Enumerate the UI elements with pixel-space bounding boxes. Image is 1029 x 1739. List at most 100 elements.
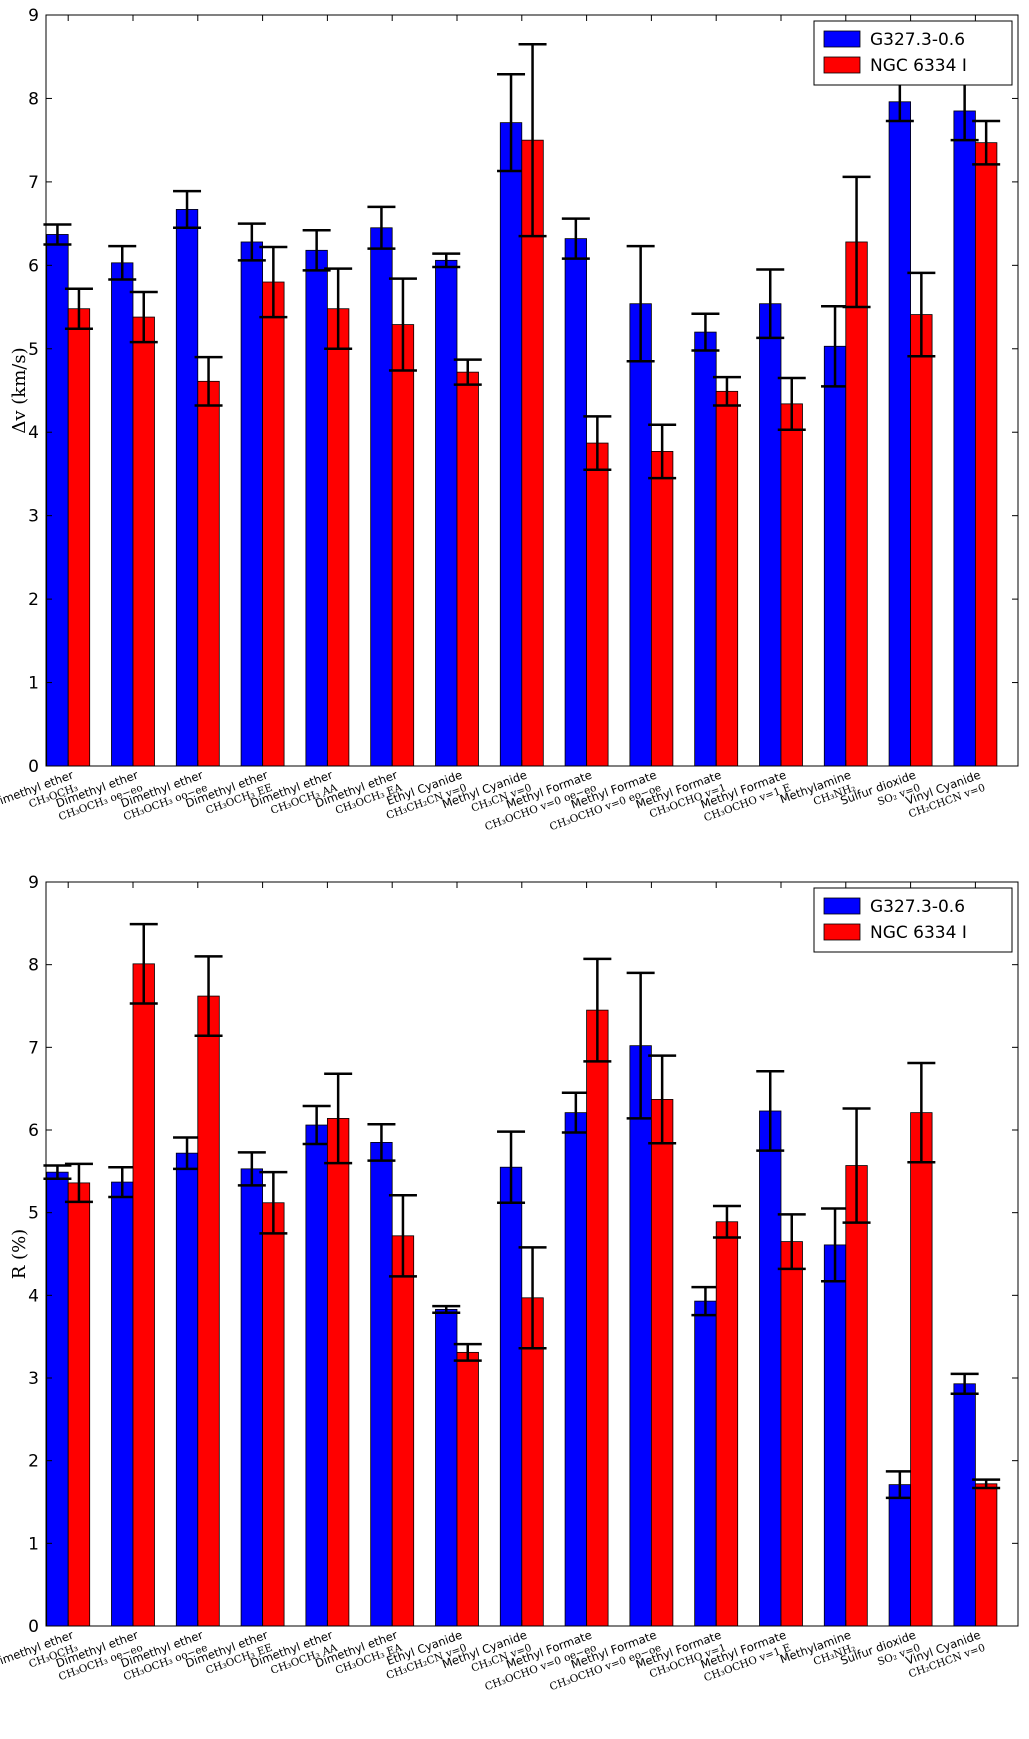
bar-ngc6334i-6 xyxy=(456,371,479,767)
bar-ngc6334i-12 xyxy=(845,1165,868,1627)
y-tick-label: 9 xyxy=(28,6,39,26)
errorbar-ngc6334i-9 xyxy=(648,1054,677,1145)
bar-ngc6334i-2 xyxy=(197,380,220,767)
bar-g327-8 xyxy=(564,238,587,767)
plot-frame xyxy=(45,14,1019,767)
legend-label: G327.3-0.6 xyxy=(870,30,965,50)
y-tick-label: 7 xyxy=(28,1038,39,1058)
errorbar-g327-5 xyxy=(367,205,396,250)
errorbar-ngc6334i-12 xyxy=(842,1107,871,1224)
errorbar-g327-3 xyxy=(237,222,266,262)
errorbar-g327-4 xyxy=(302,1104,331,1146)
bar-ngc6334i-12 xyxy=(845,241,868,767)
bar-g327-0 xyxy=(46,234,69,767)
y-tick-label: 5 xyxy=(28,340,39,360)
bar-g327-7 xyxy=(499,122,523,767)
errorbar-ngc6334i-4 xyxy=(324,1072,353,1165)
bar-g327-7 xyxy=(499,1166,523,1627)
errorbar-g327-9 xyxy=(626,971,655,1120)
errorbar-g327-2 xyxy=(173,189,202,230)
bar-ngc6334i-3 xyxy=(262,281,285,767)
bar-g327-13 xyxy=(888,101,911,767)
errorbar-ngc6334i-4 xyxy=(324,267,353,351)
y-tick-label: 7 xyxy=(28,173,39,193)
bar-ngc6334i-5 xyxy=(391,1235,415,1627)
y-axis-label: R (%) xyxy=(9,1229,30,1279)
bar-g327-9 xyxy=(629,1045,652,1627)
bar-g327-0 xyxy=(46,1171,69,1627)
bar-ngc6334i-1 xyxy=(132,963,155,1627)
errorbar-ngc6334i-2 xyxy=(194,955,223,1038)
bar-g327-3 xyxy=(240,241,263,767)
bar-ngc6334i-14 xyxy=(974,1483,998,1627)
y-tick-label: 8 xyxy=(28,89,39,109)
errorbar-ngc6334i-11 xyxy=(777,376,806,431)
errorbar-ngc6334i-5 xyxy=(388,277,417,372)
bar-ngc6334i-9 xyxy=(650,1099,674,1627)
legend-label: NGC 6334 I xyxy=(870,923,967,943)
bar-g327-10 xyxy=(694,1300,717,1627)
bar-g327-6 xyxy=(435,259,458,767)
errorbar-ngc6334i-1 xyxy=(129,922,158,1005)
bar-ngc6334i-14 xyxy=(974,142,998,767)
bar-ngc6334i-4 xyxy=(326,308,350,767)
errorbar-g327-0 xyxy=(43,223,72,246)
y-tick-label: 3 xyxy=(28,507,39,527)
errorbar-ngc6334i-8 xyxy=(583,957,612,1063)
errorbar-g327-7 xyxy=(497,72,526,173)
bar-g327-4 xyxy=(305,249,328,767)
errorbar-g327-6 xyxy=(432,1304,461,1314)
errorbar-g327-12 xyxy=(821,1207,850,1283)
errorbar-ngc6334i-8 xyxy=(583,415,612,472)
bar-g327-6 xyxy=(435,1308,458,1627)
legend-swatch xyxy=(823,923,861,941)
errorbar-g327-10 xyxy=(691,1285,720,1317)
y-axis-label: Δv (km/s) xyxy=(9,347,30,433)
y-tick-label: 4 xyxy=(28,1286,39,1306)
bar-ngc6334i-3 xyxy=(262,1202,285,1627)
errorbar-g327-8 xyxy=(561,1091,590,1134)
bar-ngc6334i-1 xyxy=(132,316,155,767)
errorbar-ngc6334i-2 xyxy=(194,355,223,407)
y-tick-label: 5 xyxy=(28,1204,39,1224)
errorbar-g327-3 xyxy=(237,1151,266,1187)
bar-g327-3 xyxy=(240,1168,263,1627)
bar-ngc6334i-0 xyxy=(67,1182,91,1627)
legend-swatch xyxy=(823,30,861,48)
bar-ngc6334i-11 xyxy=(780,1241,803,1627)
bar-g327-11 xyxy=(759,1110,782,1627)
y-tick-label: 8 xyxy=(28,956,39,976)
bar-g327-4 xyxy=(305,1124,328,1627)
legend: G327.3-0.6 NGC 6334 I xyxy=(813,20,1013,86)
errorbar-g327-13 xyxy=(885,1470,914,1500)
bar-ngc6334i-8 xyxy=(586,442,609,767)
bar-ngc6334i-10 xyxy=(715,1221,739,1627)
bar-g327-9 xyxy=(629,303,652,767)
errorbar-ngc6334i-13 xyxy=(907,271,936,358)
bar-ngc6334i-0 xyxy=(67,308,91,767)
errorbar-g327-11 xyxy=(756,268,785,340)
bar-g327-5 xyxy=(370,227,393,767)
errorbar-ngc6334i-6 xyxy=(453,358,482,386)
y-tick-label: 0 xyxy=(28,757,39,777)
legend-swatch xyxy=(823,897,861,915)
bar-ngc6334i-9 xyxy=(650,451,674,767)
y-tick-label: 4 xyxy=(28,423,39,443)
errorbar-g327-14 xyxy=(950,1372,979,1395)
bar-g327-10 xyxy=(694,331,717,767)
bar-g327-2 xyxy=(175,209,199,767)
errorbar-ngc6334i-13 xyxy=(907,1061,936,1164)
errorbar-g327-7 xyxy=(497,1130,526,1204)
errorbar-ngc6334i-12 xyxy=(842,175,871,309)
errorbar-ngc6334i-11 xyxy=(777,1213,806,1271)
bar-g327-1 xyxy=(111,262,134,767)
legend-label: G327.3-0.6 xyxy=(870,897,965,917)
errorbar-g327-0 xyxy=(43,1164,72,1181)
errorbar-g327-10 xyxy=(691,312,720,352)
errorbar-g327-1 xyxy=(108,244,137,281)
bar-g327-14 xyxy=(953,110,976,767)
errorbar-ngc6334i-3 xyxy=(259,1170,288,1235)
legend: G327.3-0.6 NGC 6334 I xyxy=(813,887,1013,953)
